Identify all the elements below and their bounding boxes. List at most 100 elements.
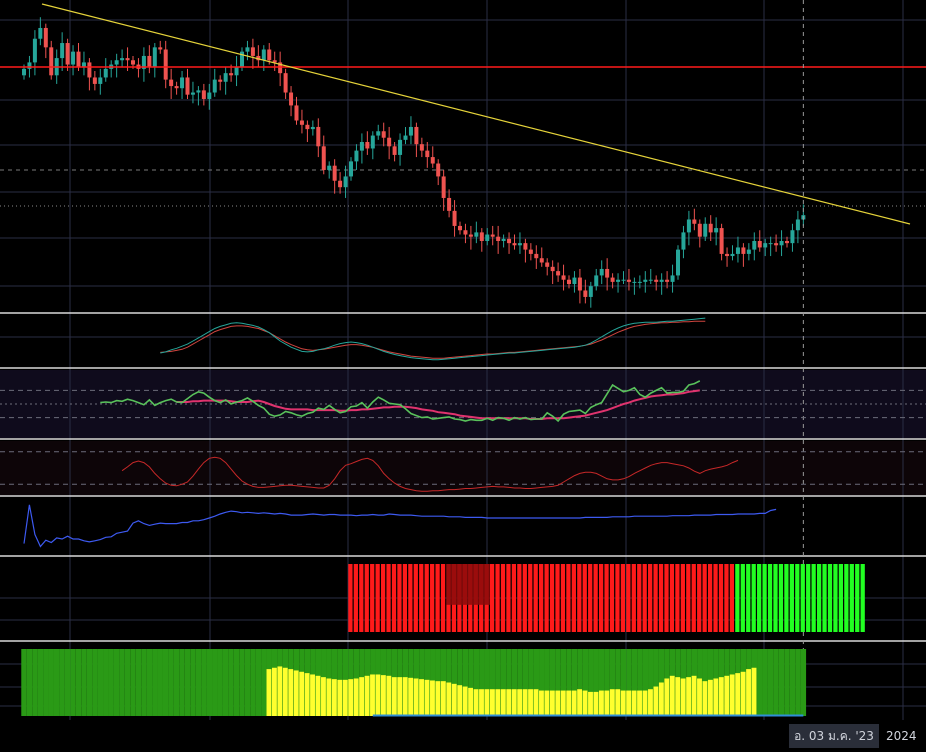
candle-body <box>730 253 735 257</box>
area-bar-green <box>593 649 599 716</box>
area-bar-green <box>789 649 796 716</box>
candle-body <box>38 27 43 39</box>
histogram-bar-green <box>833 564 838 632</box>
candle-body <box>719 228 724 254</box>
histogram-bar-red <box>620 564 626 632</box>
candle-body <box>746 249 751 254</box>
candle-body <box>654 279 659 282</box>
area-bar-green <box>653 649 659 716</box>
area-bar-yellow <box>718 677 724 716</box>
candle-body <box>141 55 146 69</box>
candle-body <box>534 253 539 259</box>
candle-body <box>87 62 92 78</box>
candle-body <box>218 79 223 82</box>
candle-body <box>114 60 119 65</box>
candle-body <box>207 92 212 99</box>
area-bar-green <box>255 649 262 716</box>
area-bar-green <box>473 649 480 716</box>
histogram-bar-red <box>364 564 369 632</box>
area-bar-yellow <box>304 673 310 716</box>
histogram-bar-red <box>533 564 538 632</box>
histogram-bar-red <box>386 564 391 632</box>
histogram-bar-red <box>495 564 500 632</box>
histogram-bar-red <box>669 564 675 632</box>
candle-body <box>43 27 48 48</box>
candle-body <box>256 55 261 61</box>
area-bar-yellow <box>577 689 583 716</box>
area-bar-green <box>212 649 218 716</box>
area-bar-green <box>479 649 485 716</box>
area-bar-green <box>70 649 76 716</box>
area-bar-yellow <box>539 690 544 716</box>
candle-body <box>370 135 375 149</box>
histogram-bar-red <box>549 564 555 632</box>
area-bar-green <box>217 649 223 716</box>
area-bar-green <box>609 649 616 716</box>
area-bar-green <box>626 649 632 716</box>
area-bar-green <box>195 649 202 716</box>
area-bar-green <box>32 649 38 716</box>
area-bar-yellow <box>364 675 370 716</box>
histogram-bar-green <box>762 564 767 632</box>
candle-body <box>441 176 446 198</box>
histogram-bar-red <box>359 564 364 632</box>
candle-body <box>272 60 277 63</box>
area-bar-yellow <box>691 675 697 716</box>
area-bar-yellow <box>266 669 272 716</box>
histogram-bar-red <box>675 564 680 632</box>
candle-body <box>468 234 473 237</box>
area-bar-green <box>228 649 234 716</box>
area-bar-yellow <box>544 690 550 716</box>
candle-body <box>125 58 130 61</box>
area-bar-yellow <box>702 681 708 716</box>
area-bar-yellow <box>310 674 315 716</box>
histogram-bar-red <box>729 564 735 632</box>
area-bar-yellow <box>370 674 375 716</box>
candle-body <box>103 68 108 78</box>
area-bar-green <box>86 649 93 716</box>
area-bar-green <box>26 649 33 716</box>
candle-body <box>365 142 370 149</box>
histogram-bar-red <box>577 564 582 632</box>
area-bar-yellow <box>620 690 626 716</box>
candle-body <box>735 247 740 254</box>
area-bar-yellow <box>626 690 632 716</box>
histogram-bar-red <box>653 564 658 632</box>
candle-body <box>561 275 566 280</box>
candle-body <box>234 66 239 76</box>
area-bar-green <box>784 649 790 716</box>
area-bar-yellow <box>713 678 719 716</box>
candle-body <box>507 238 512 244</box>
histogram-bar-red <box>430 564 435 632</box>
histogram-bar-red <box>560 564 566 632</box>
area-bar-yellow <box>446 682 452 716</box>
area-bar-yellow <box>593 691 599 716</box>
area-bar-yellow <box>337 679 343 716</box>
histogram-bar-red <box>539 564 544 632</box>
area-bar-green <box>495 649 501 716</box>
area-bar-green <box>506 649 512 716</box>
area-bar-yellow <box>658 682 664 716</box>
histogram-bar-red <box>713 564 718 632</box>
area-bar-yellow <box>707 679 713 716</box>
histogram-bar-red <box>380 564 386 632</box>
histogram-bar-red <box>413 564 418 632</box>
histogram-bar-red <box>631 564 636 632</box>
candle-body <box>278 62 283 74</box>
histogram-bar-red <box>582 564 587 632</box>
area-bar-yellow <box>424 679 430 716</box>
candle-body <box>354 150 359 162</box>
histogram-bar-red <box>593 564 598 632</box>
candle-body <box>490 234 495 237</box>
candle-body <box>185 77 190 95</box>
area-bar-yellow <box>386 675 392 716</box>
candle-body <box>572 277 577 285</box>
candle-body <box>414 126 419 145</box>
candle-body <box>32 38 37 63</box>
area-bar-yellow <box>315 675 321 716</box>
candle-body <box>556 271 561 276</box>
area-bar-yellow <box>549 690 555 716</box>
area-bar-yellow <box>495 689 501 716</box>
